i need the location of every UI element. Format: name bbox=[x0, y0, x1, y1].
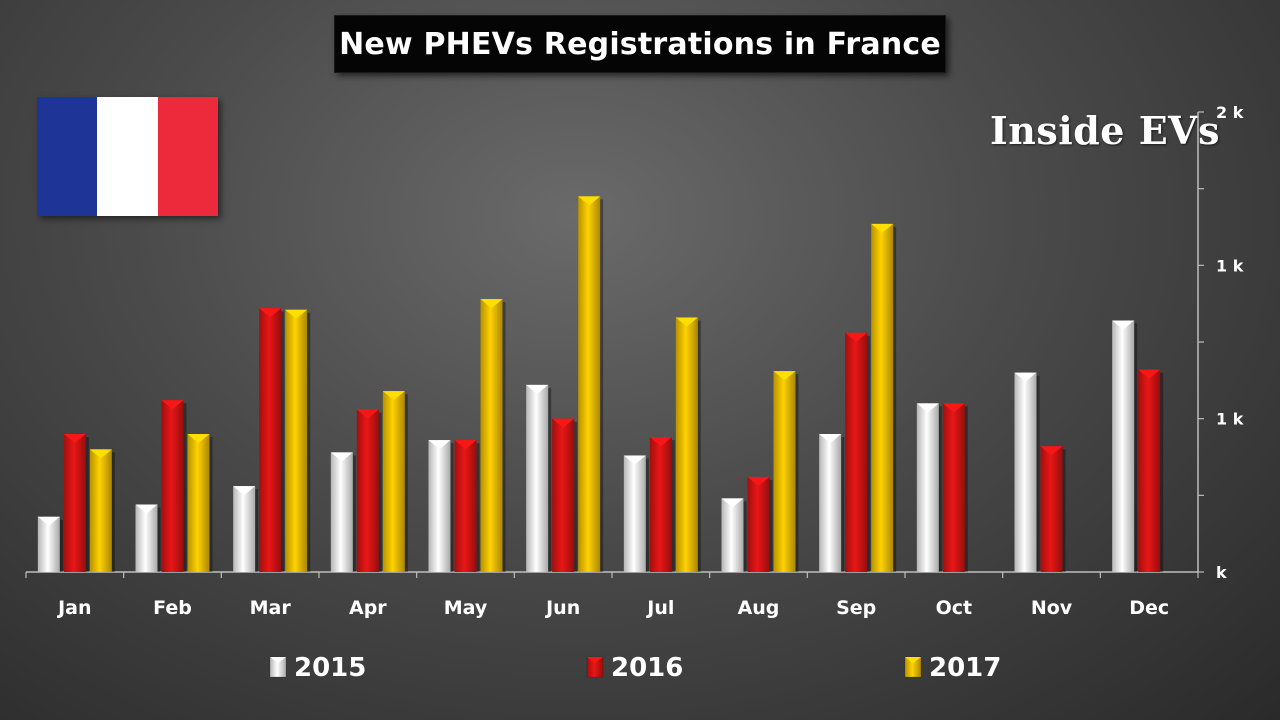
bar-bevel bbox=[454, 440, 477, 450]
x-tick-label: Jul bbox=[645, 597, 674, 619]
bar-2017-jul bbox=[675, 317, 698, 572]
bar-2016-feb bbox=[161, 400, 184, 572]
bar-bevel bbox=[187, 434, 210, 443]
france-flag-icon bbox=[37, 97, 218, 216]
bar-bevel bbox=[1138, 369, 1161, 379]
bar-2015-aug bbox=[721, 498, 744, 572]
flag-blue-stripe bbox=[37, 97, 98, 216]
bar-2015-nov bbox=[1014, 372, 1037, 572]
bar-2016-jul bbox=[649, 437, 672, 572]
legend-swatch-bevel bbox=[587, 657, 603, 663]
bar-bevel bbox=[1112, 320, 1135, 330]
bar-2016-apr bbox=[356, 409, 379, 572]
bar-2016-jan bbox=[63, 434, 86, 572]
flag-white-stripe bbox=[97, 97, 158, 216]
bar-bevel bbox=[871, 223, 894, 233]
bar-2016-dec bbox=[1138, 369, 1161, 572]
y-tick-label: 2 k bbox=[1216, 103, 1244, 122]
bar-bevel bbox=[578, 196, 601, 206]
x-tick-label: Mar bbox=[250, 597, 292, 619]
bar-2016-may bbox=[454, 440, 477, 572]
bar-2016-nov bbox=[1040, 446, 1063, 572]
bar-2016-oct bbox=[942, 403, 965, 572]
bar-bevel bbox=[330, 452, 353, 462]
bar-bevel bbox=[480, 299, 503, 309]
bar-bevel bbox=[63, 434, 86, 443]
bar-bevel bbox=[942, 403, 965, 413]
bar-2015-jan bbox=[37, 516, 60, 572]
bar-2017-aug bbox=[773, 371, 796, 572]
bar-bevel bbox=[721, 498, 744, 508]
x-tick-label: Sep bbox=[836, 597, 876, 619]
x-tick-label: Jun bbox=[544, 597, 580, 619]
bar-bevel bbox=[1014, 372, 1037, 382]
bar-bevel bbox=[356, 409, 379, 419]
bar-bevel bbox=[649, 437, 672, 447]
x-tick-label: Oct bbox=[936, 597, 973, 619]
bar-bevel bbox=[161, 400, 184, 410]
bar-2017-may bbox=[480, 299, 503, 572]
legend-label-2015: 2015 bbox=[294, 653, 366, 683]
x-tick-label: Feb bbox=[153, 597, 192, 619]
bar-2017-mar bbox=[285, 309, 308, 572]
bar-2016-sep bbox=[845, 332, 868, 572]
bar-2015-feb bbox=[135, 504, 158, 572]
bar-bevel bbox=[233, 486, 256, 496]
bar-bevel bbox=[747, 476, 770, 486]
x-tick-label: Dec bbox=[1129, 597, 1169, 619]
legend-swatch-bevel bbox=[905, 657, 921, 663]
bar-bevel bbox=[428, 440, 451, 450]
bar-2015-jul bbox=[623, 455, 646, 572]
bar-2015-may bbox=[428, 440, 451, 572]
bar-2015-jun bbox=[526, 384, 549, 572]
bar-2016-jun bbox=[552, 418, 575, 572]
bar-2016-aug bbox=[747, 476, 770, 572]
x-tick-label: Aug bbox=[738, 597, 780, 619]
bar-bevel bbox=[916, 403, 939, 413]
flag-red-stripe bbox=[157, 97, 218, 216]
bar-2017-apr bbox=[382, 391, 405, 572]
bar-2015-oct bbox=[916, 403, 939, 572]
bar-2017-jun bbox=[578, 196, 601, 573]
watermark-logo: Inside EVs bbox=[990, 108, 1221, 153]
x-tick-label: Nov bbox=[1031, 597, 1073, 619]
bar-bevel bbox=[845, 332, 868, 342]
bar-bevel bbox=[552, 418, 575, 428]
bar-bevel bbox=[675, 317, 698, 327]
bar-2015-sep bbox=[819, 434, 842, 572]
bar-bevel bbox=[89, 449, 112, 459]
bar-2017-jan bbox=[89, 449, 112, 572]
y-tick-label: k bbox=[1216, 563, 1227, 582]
chart-title: New PHEVs Registrations in France bbox=[339, 26, 941, 62]
bar-bevel bbox=[773, 371, 796, 381]
bar-bevel bbox=[819, 434, 842, 443]
legend-label-2016: 2016 bbox=[611, 653, 683, 683]
legend-swatch-bevel bbox=[270, 657, 286, 663]
bar-2017-feb bbox=[187, 434, 210, 572]
bar-bevel bbox=[623, 455, 646, 465]
bar-bevel bbox=[1040, 446, 1063, 456]
bar-bevel bbox=[526, 384, 549, 394]
bar-bevel bbox=[37, 516, 60, 526]
bar-2017-sep bbox=[871, 223, 894, 572]
chart-title-box: New PHEVs Registrations in France bbox=[334, 15, 946, 73]
bar-2015-apr bbox=[330, 452, 353, 572]
bar-bevel bbox=[382, 391, 405, 401]
bar-2015-mar bbox=[233, 486, 256, 572]
y-tick-label: 1 k bbox=[1216, 410, 1244, 429]
bar-bevel bbox=[259, 308, 282, 318]
bar-2016-mar bbox=[259, 308, 282, 572]
x-tick-label: Apr bbox=[349, 597, 387, 619]
bar-bevel bbox=[135, 504, 158, 514]
x-tick-label: Jan bbox=[56, 597, 91, 619]
x-tick-label: May bbox=[444, 597, 488, 619]
y-tick-label: 1 k bbox=[1216, 256, 1244, 275]
legend-label-2017: 2017 bbox=[929, 653, 1001, 683]
bar-2015-dec bbox=[1112, 320, 1135, 572]
bar-bevel bbox=[285, 309, 308, 319]
